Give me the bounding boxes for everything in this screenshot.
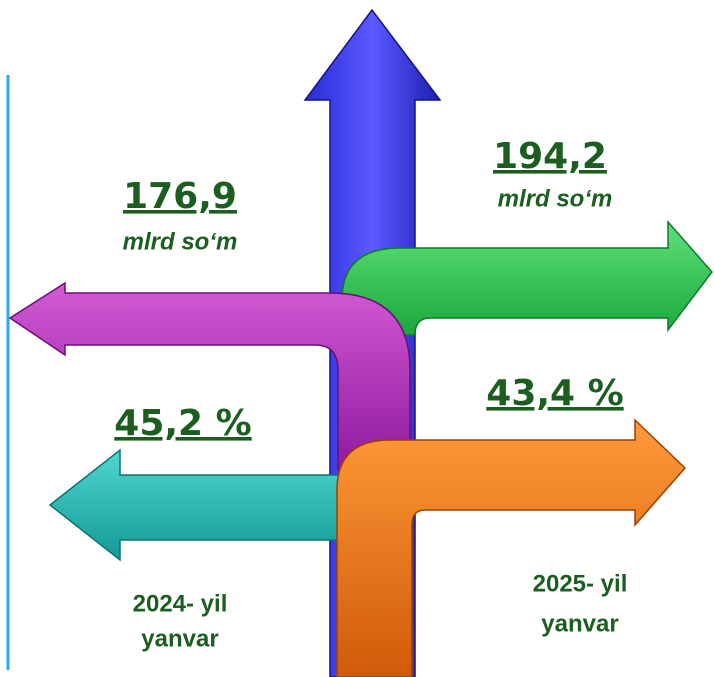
infographic: 176,9 mlrd so‘m 194,2 mlrd so‘m 45,2 % 4… [0, 0, 714, 677]
orange-arrow [337, 420, 685, 677]
left-period-month: yanvar [141, 625, 218, 652]
right-percent: 43,4 % [486, 373, 623, 414]
right-period-month: yanvar [541, 610, 618, 637]
teal-arrow [50, 450, 340, 560]
right-period-year: 2025- yil [533, 570, 628, 597]
left-percent: 45,2 % [114, 403, 251, 444]
right-amount: 194,2 [493, 136, 607, 177]
left-amount: 176,9 [123, 176, 237, 217]
left-unit: mlrd so‘m [123, 228, 238, 255]
right-unit: mlrd so‘m [498, 185, 613, 212]
left-period-year: 2024- yil [133, 590, 228, 617]
